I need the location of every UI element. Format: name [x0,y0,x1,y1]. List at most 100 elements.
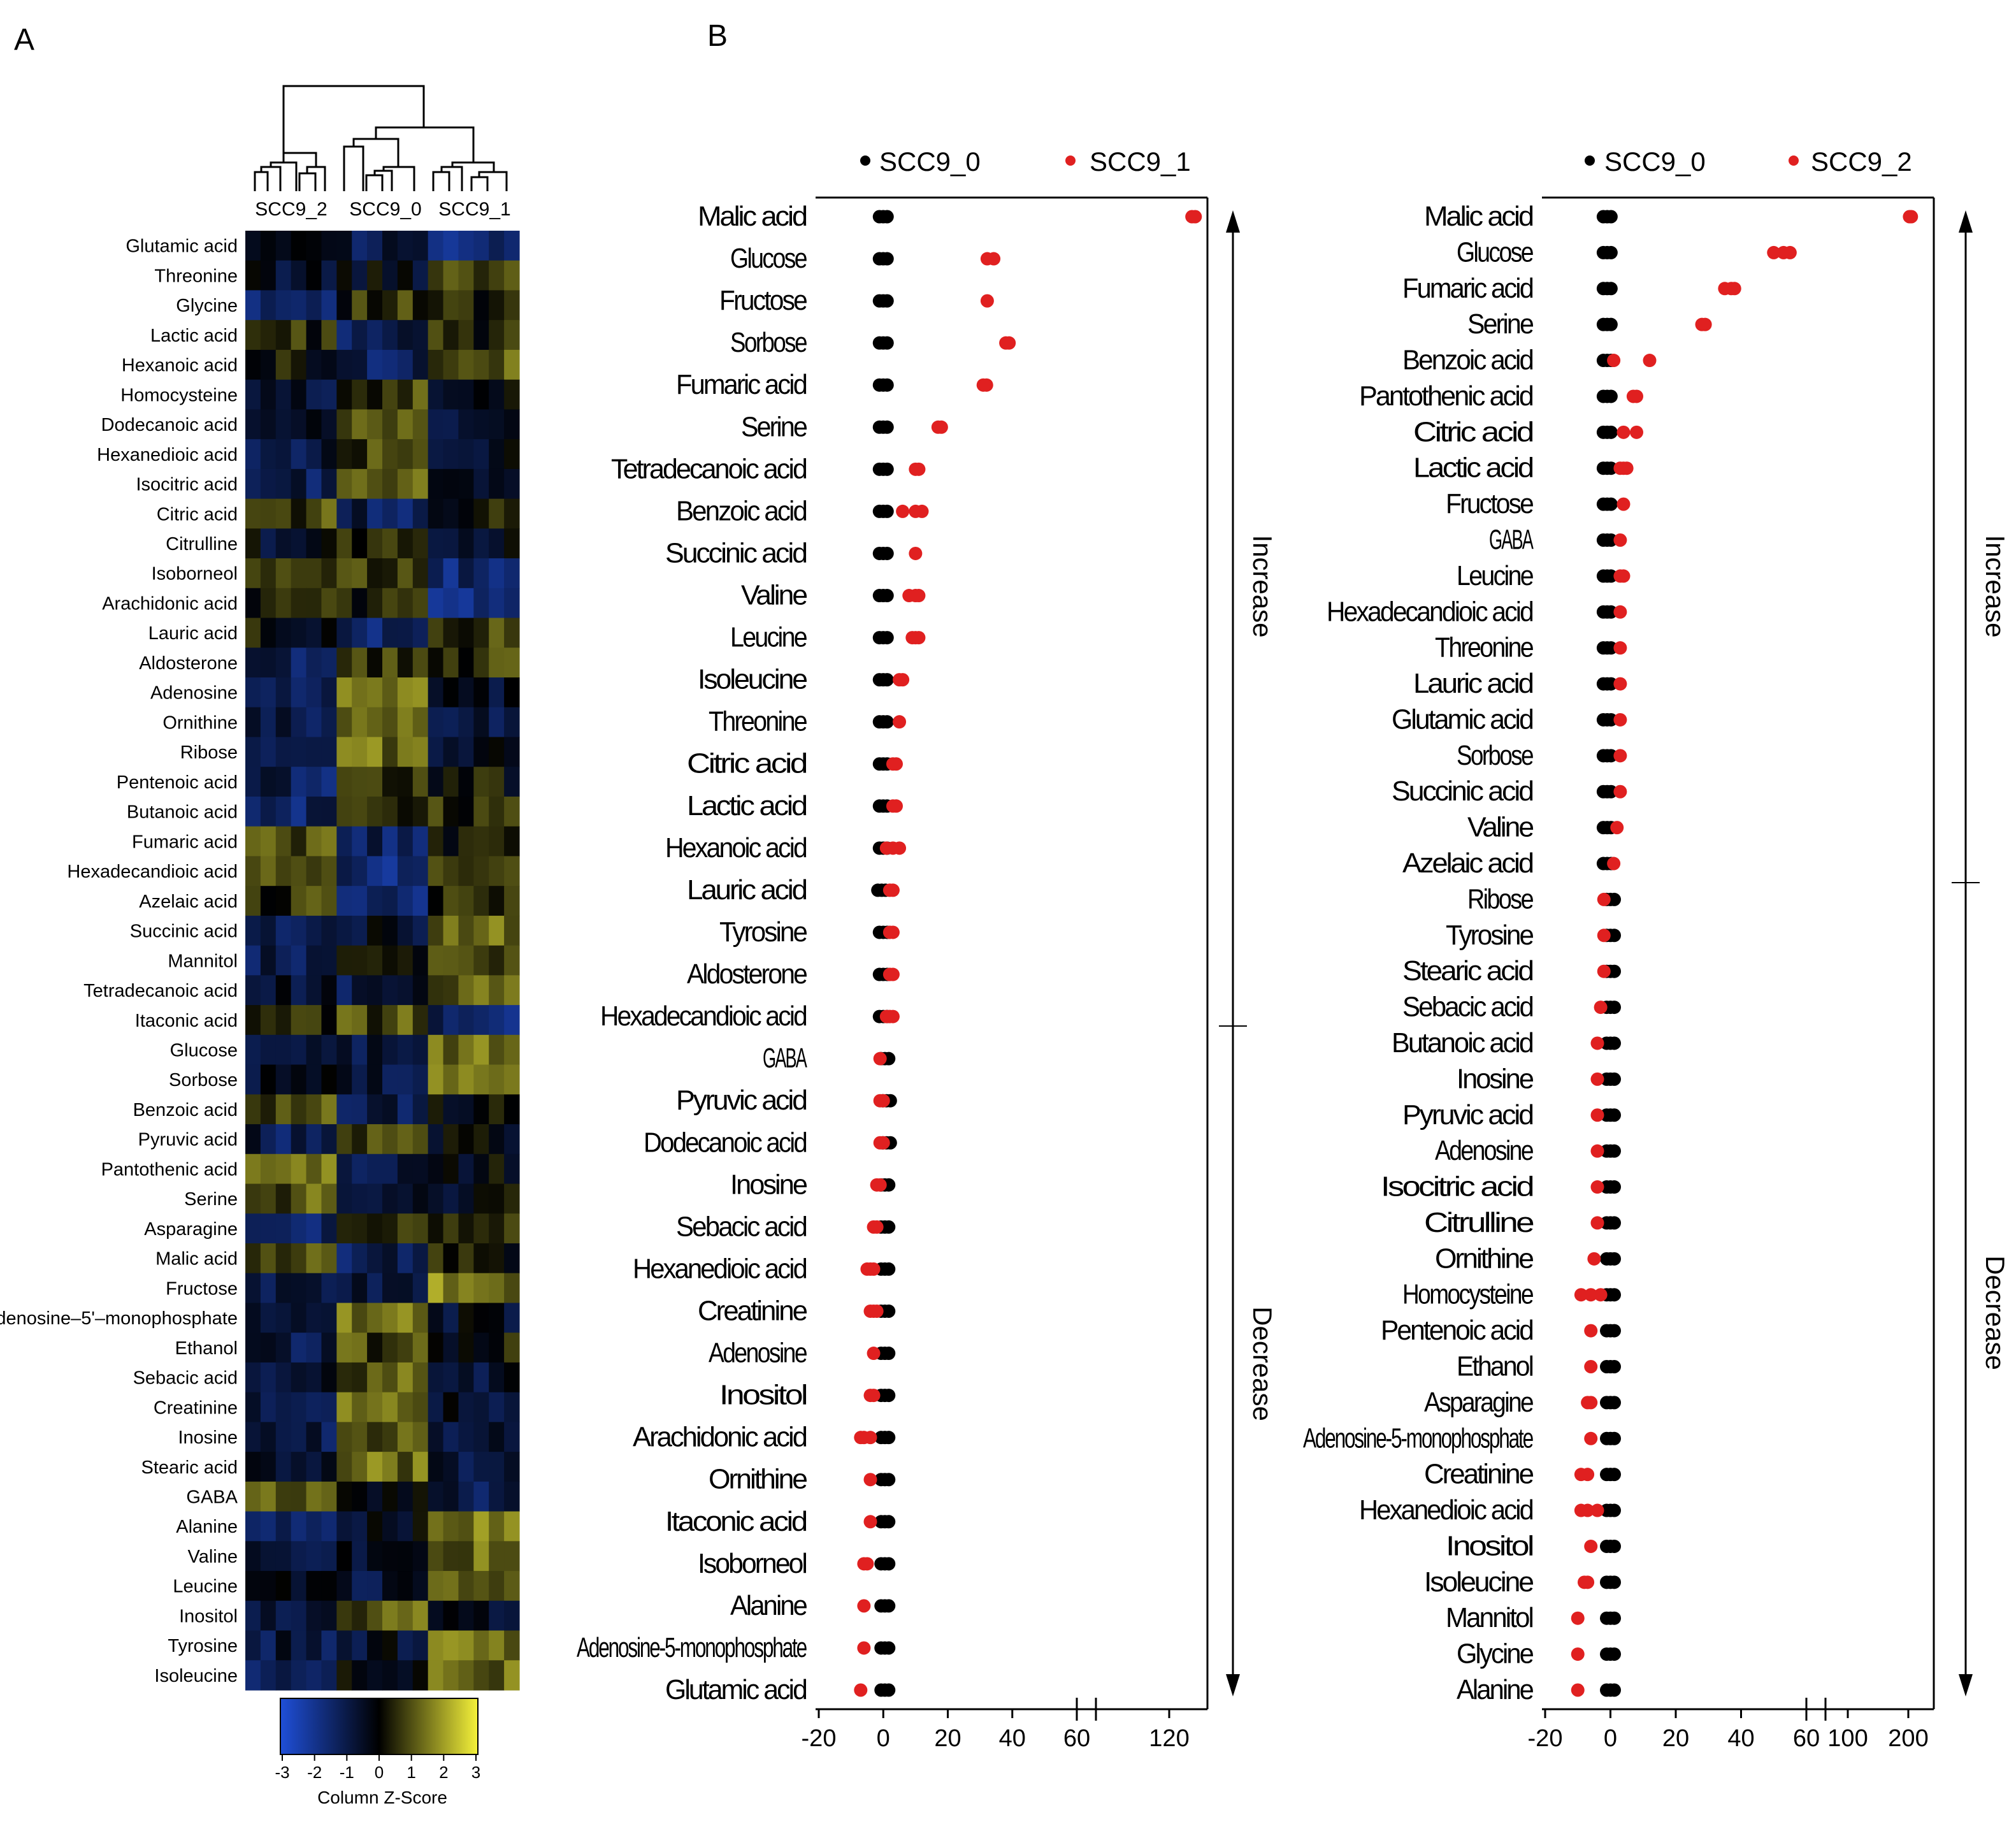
heatmap-cell [336,1630,352,1661]
treated-point [893,715,907,729]
heatmap-row-label: Ethanol [175,1338,238,1359]
heatmap-cell [245,826,261,857]
heatmap-cell [382,558,398,589]
heatmap-cell [306,1124,322,1155]
heatmap-cell [458,320,474,351]
heatmap-cell [306,1511,322,1542]
heatmap-cell [412,1333,429,1363]
category-label: Tyrosine [1446,920,1533,951]
heatmap-cell [504,826,520,857]
heatmap-cell [412,945,429,976]
heatmap-cell [382,231,398,261]
heatmap-cell [260,1452,277,1482]
heatmap-cell [412,1660,429,1691]
heatmap-cell [473,1034,489,1066]
heatmap-cell [275,1571,292,1601]
heatmap-cell [352,1153,368,1185]
heatmap-cell [321,677,337,708]
heatmap-cell [260,1541,277,1572]
treated-point [1613,784,1627,799]
treated-point [980,294,994,308]
x-tick-label: 0 [1604,1725,1617,1752]
heatmap-cell [336,767,352,797]
heatmap-row-label: Leucine [173,1577,238,1597]
heatmap-cell [428,1541,444,1572]
heatmap-cell [428,1422,444,1452]
heatmap-cell [291,439,307,470]
heatmap-cell [352,1392,368,1422]
heatmap-cell [504,1571,520,1601]
heatmap-cell [382,1034,398,1066]
heatmap-cell [352,1124,368,1155]
heatmap-cell [504,647,520,678]
heatmap-cell [428,439,444,470]
treated-point [863,1431,877,1445]
category-label: Lactic acid [1413,452,1533,484]
control-point [1608,892,1621,906]
control-point [1604,497,1618,511]
heatmap-cell [443,320,459,351]
dendrogram-branch [254,171,269,191]
control-point [1608,1503,1621,1517]
heatmap-cell [473,409,489,440]
x-tick-label: 0 [877,1725,890,1752]
heatmap-cell [397,737,414,767]
heatmap-cell [245,1183,261,1214]
heatmap-cell [473,1571,489,1601]
heatmap-cell [397,1213,414,1244]
category-label: Azelaic acid [1402,848,1533,879]
heatmap-cell [382,1094,398,1125]
heatmap-cell [443,1511,459,1542]
heatmap-cell [443,826,459,857]
heatmap-cell [260,379,277,410]
heatmap-cell [428,618,444,648]
heatmap-cell [306,1481,322,1512]
heatmap-panel: SCC9_2 SCC9_0 SCC9_1 Glutamic acid Threon… [0,85,520,1807]
color-key-ticks: -3 -2 -1 0 1 2 3 [275,1754,480,1782]
heatmap-cell [489,468,505,500]
heatmap-cell [352,1541,368,1572]
heatmap-cell [428,1243,444,1274]
treated-point [886,883,900,897]
dot-plot-scc9-1: SCC9_0 SCC9_1 -20 0 20 40 60 120 Malic acid Glu… [577,147,1278,1752]
heatmap-row-label: Glutamic acid [126,236,238,257]
category-label: Threonine [709,706,807,737]
heatmap-cell [306,1183,322,1214]
heatmap-cell [458,618,474,648]
heatmap-cell [321,1511,337,1542]
heatmap-cell [443,1571,459,1601]
heatmap-cell [428,231,444,261]
decrease-label: Decrease [1980,1255,2010,1370]
heatmap-cell [336,1064,352,1095]
heatmap-cell [306,1303,322,1333]
heatmap-cell [275,886,292,916]
treated-point [1578,1575,1591,1589]
heatmap-cell [336,1303,352,1333]
heatmap-row-label: Mannitol [168,951,238,971]
heatmap-cell [321,826,337,857]
dendrogram-branch [298,172,317,191]
heatmap-cell [275,737,292,767]
heatmap-row-label: Isoborneol [152,564,238,584]
increase-label: Increase [1980,535,2010,637]
heatmap-cell [489,439,505,470]
control-point [882,1431,896,1445]
treated-point [867,1262,881,1276]
heatmap-cell [458,1600,474,1631]
heatmap-cell [458,1094,474,1125]
heatmap-cell [412,1362,429,1393]
heatmap-cell [504,1481,520,1512]
heatmap-cell [458,677,474,708]
treated-point [1571,1611,1585,1625]
heatmap-group-label-scc9-1: SCC9_1 [438,199,510,220]
panel-label-a: A [14,23,34,57]
heatmap-cell [306,439,322,470]
heatmap-cell [367,320,383,351]
control-point [1604,641,1618,655]
heatmap-cell [306,1660,322,1691]
treated-point [1597,964,1611,978]
control-point [1608,1396,1621,1410]
arrow-down-head [1959,1674,1973,1696]
heatmap-cell [336,1571,352,1601]
